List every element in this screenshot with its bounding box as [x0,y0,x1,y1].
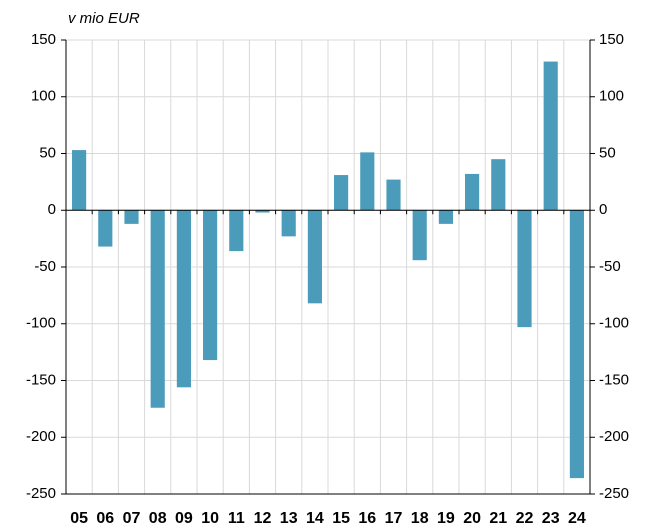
chart-title: v mio EUR [68,10,140,27]
y-tick-label: 100 [31,88,56,105]
bar [386,179,401,211]
y-tick-label: 0 [48,201,56,218]
bar [517,210,532,328]
x-tick-label: 07 [123,510,141,527]
x-tick-label: 19 [437,510,455,527]
x-tick-label: 12 [254,510,272,527]
y2-tick-label: 50 [599,144,616,161]
y-tick-label: -50 [34,258,56,275]
y-tick-label: -250 [26,485,56,502]
x-tick-label: 08 [149,510,167,527]
x-tick-label: 09 [175,510,193,527]
x-tick-label: 10 [201,510,219,527]
y2-tick-label: 0 [599,201,607,218]
x-tick-label: 15 [332,510,350,527]
x-tick-label: 21 [489,510,507,527]
bar [281,210,296,237]
bar [72,150,87,211]
y-tick-label: 150 [31,31,56,48]
x-tick-label: 06 [96,510,114,527]
bar [491,159,506,211]
y2-tick-label: -200 [599,428,629,445]
bar [176,210,191,388]
x-tick-label: 13 [280,510,298,527]
y-tick-label: -100 [26,315,56,332]
bar [150,210,165,408]
x-tick-label: 22 [516,510,534,527]
y-tick-label: -200 [26,428,56,445]
y2-tick-label: -150 [599,371,629,388]
y2-tick-label: -50 [599,258,621,275]
y2-tick-label: -250 [599,485,629,502]
y-tick-label: 50 [39,144,56,161]
bar [334,175,349,211]
bar [569,210,584,479]
bar [465,173,480,211]
x-tick-label: 20 [463,510,481,527]
y2-tick-label: 100 [599,88,624,105]
bar [255,210,270,213]
bar [438,210,453,224]
x-tick-label: 18 [411,510,429,527]
bar [98,210,113,247]
y-tick-label: -150 [26,371,56,388]
bar [124,210,139,224]
x-tick-label: 05 [70,510,88,527]
x-tick-label: 17 [385,510,403,527]
bar [543,61,558,211]
y2-tick-label: -100 [599,315,629,332]
x-tick-label: 16 [358,510,376,527]
x-tick-label: 23 [542,510,560,527]
bar [229,210,244,252]
bar [412,210,427,261]
y2-tick-label: 150 [599,31,624,48]
bar [307,210,322,304]
bar [360,152,375,211]
x-tick-label: 14 [306,510,324,527]
x-tick-label: 24 [568,510,586,527]
bar [203,210,218,361]
x-tick-label: 11 [228,510,245,527]
